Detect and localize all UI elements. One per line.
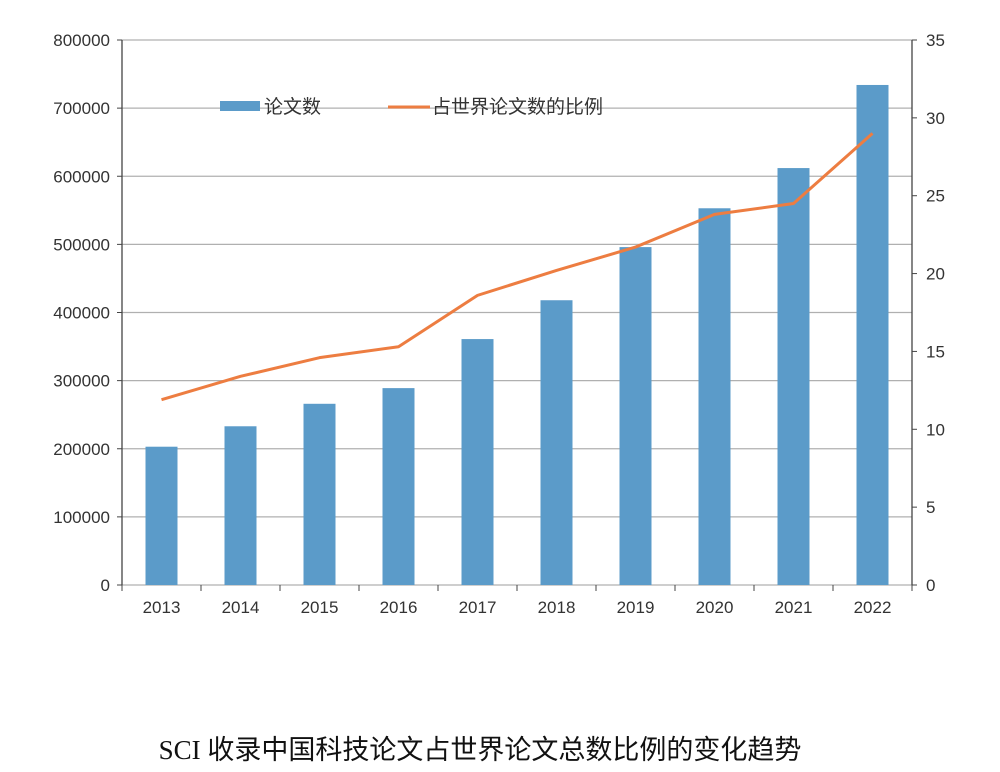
bar-2021 [777,168,810,585]
x-tick-label: 2021 [775,598,813,617]
left-tick-label: 700000 [53,99,110,118]
bar-2019 [619,247,652,585]
left-tick-label: 500000 [53,235,110,254]
bar-2013 [145,446,178,585]
x-tick-label: 2018 [538,598,576,617]
left-tick-label: 0 [101,576,110,595]
left-tick-label: 200000 [53,440,110,459]
chart-caption: SCI 收录中国科技论文占世界论文总数比例的变化趋势 [158,735,802,765]
x-tick-label: 2019 [617,598,655,617]
left-tick-label: 400000 [53,304,110,323]
left-tick-label: 300000 [53,372,110,391]
x-tick-label: 2020 [696,598,734,617]
x-tick-label: 2022 [854,598,892,617]
x-tick-label: 2014 [222,598,260,617]
bar-2018 [540,300,573,585]
right-tick-label: 10 [926,420,945,439]
bar-2020 [698,208,731,586]
bar-2016 [382,388,415,585]
legend-bar-label: 论文数 [264,96,321,118]
right-tick-label: 30 [926,109,945,128]
x-tick-label: 2013 [143,598,181,617]
left-tick-label: 100000 [53,508,110,527]
bar-2022 [856,84,889,586]
right-tick-label: 5 [926,498,935,517]
right-tick-label: 20 [926,265,945,284]
bar-2017 [461,339,494,585]
ratio-line [161,132,874,402]
x-tick-label: 2017 [459,598,497,617]
x-tick-label: 2016 [380,598,418,617]
left-tick-label: 600000 [53,167,110,186]
bar-2014 [224,426,257,585]
right-tick-label: 0 [926,576,935,595]
bar-2015 [303,403,336,585]
left-tick-label: 800000 [53,31,110,50]
legend-line-label: 占世界论文数的比例 [432,96,603,118]
right-tick-label: 35 [926,31,945,50]
legend-bar-swatch [220,101,260,111]
right-tick-label: 25 [926,187,945,206]
right-tick-label: 15 [926,342,945,361]
x-tick-label: 2015 [301,598,339,617]
